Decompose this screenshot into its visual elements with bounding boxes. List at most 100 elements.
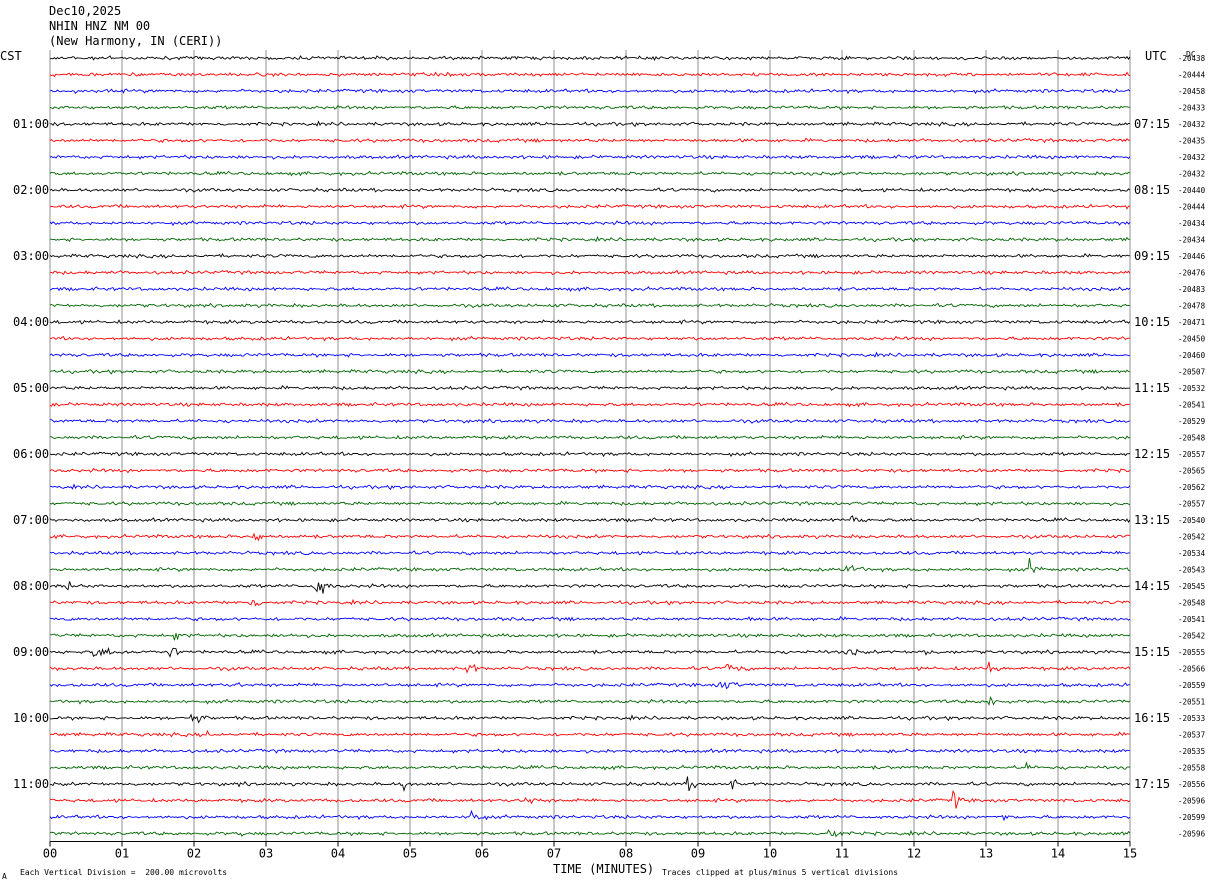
left-hour-label: 10:00 [13, 711, 49, 725]
dc-offset-label: -20559 [1178, 681, 1205, 690]
dc-offset-label: -20444 [1178, 71, 1206, 80]
dc-offset-label: -20537 [1178, 731, 1205, 740]
trace-line-39 [49, 695, 1131, 706]
trace-line-14 [49, 286, 1131, 293]
dc-offset-label: -20596 [1178, 797, 1206, 806]
dc-offset-label: -20446 [1178, 252, 1206, 261]
trace-line-8 [49, 187, 1131, 193]
dc-offset-label: -20565 [1178, 467, 1205, 476]
trace-line-34 [49, 616, 1131, 622]
trace-line-6 [49, 154, 1131, 160]
trace-line-35 [49, 632, 1131, 641]
right-hour-label: 15:15 [1134, 645, 1170, 659]
station-location: (New Harmony, IN (CERI)) [49, 34, 223, 48]
dc-offset-label: -20434 [1178, 219, 1206, 228]
dc-offset-label: -20557 [1178, 450, 1205, 459]
dc-offset-label: -20532 [1178, 384, 1205, 393]
trace-line-1 [49, 71, 1131, 78]
trace-line-18 [49, 351, 1131, 358]
trace-line-24 [49, 451, 1131, 458]
left-hour-label: 03:00 [13, 249, 49, 263]
trace-line-27 [49, 500, 1131, 507]
x-tick-label: 03 [259, 847, 273, 861]
dc-offset-label: -20555 [1178, 648, 1205, 657]
trace-line-4 [49, 120, 1131, 128]
trace-line-2 [49, 88, 1131, 95]
trace-line-15 [49, 302, 1131, 309]
x-tick-label: 09 [691, 847, 705, 861]
seismic-traces [49, 55, 1131, 838]
trace-line-16 [49, 319, 1131, 325]
trace-line-9 [49, 203, 1130, 210]
x-tick-label: 00 [43, 847, 57, 861]
trace-line-17 [49, 335, 1131, 342]
dc-offset-label: -20540 [1178, 516, 1206, 525]
x-tick-label: 01 [115, 847, 129, 861]
dc-offset-label: -20432 [1178, 153, 1205, 162]
x-axis-title: TIME (MINUTES) [553, 862, 655, 876]
trace-line-20 [49, 385, 1131, 391]
right-hour-label: 07:15 [1134, 117, 1170, 131]
trace-line-30 [49, 550, 1131, 556]
plot-date: Dec10,2025 [49, 4, 122, 18]
trace-line-7 [49, 170, 1131, 177]
left-hour-label: 07:00 [13, 513, 49, 527]
trace-line-42 [49, 748, 1131, 754]
trace-line-41 [49, 729, 1131, 738]
trace-line-19 [49, 368, 1131, 375]
right-hour-label: 14:15 [1134, 579, 1170, 593]
dc-offset-label: -20596 [1178, 830, 1206, 839]
x-tick-label: 05 [403, 847, 417, 861]
dc-offset-label: -20460 [1178, 351, 1206, 360]
dc-offset-label: -20444 [1178, 203, 1206, 212]
x-tick-label: 02 [187, 847, 201, 861]
trace-line-3 [49, 104, 1131, 111]
trace-line-13 [49, 269, 1131, 276]
x-tick-label: 13 [979, 847, 993, 861]
trace-line-21 [49, 401, 1131, 408]
x-tick-label: 14 [1051, 847, 1065, 861]
right-timezone-label: UTC [1145, 49, 1167, 63]
dc-offset-label: -20542 [1178, 533, 1205, 542]
right-hour-label: 08:15 [1134, 183, 1170, 197]
dc-offset-label: -20529 [1178, 417, 1205, 426]
dc-offset-label: -20458 [1178, 87, 1206, 96]
trace-line-31 [49, 558, 1131, 574]
trace-line-25 [49, 467, 1131, 474]
dc-offset-label: -20545 [1178, 582, 1205, 591]
trace-line-45 [49, 789, 1131, 809]
dc-offset-label: -20478 [1178, 302, 1206, 311]
trace-line-22 [50, 418, 1131, 424]
trace-line-26 [49, 483, 1131, 491]
dc-offset-label: -20535 [1178, 747, 1205, 756]
x-tick-label: 04 [331, 847, 345, 861]
dc-offset-label: -20556 [1178, 780, 1206, 789]
right-hour-label: 09:15 [1134, 249, 1170, 263]
trace-line-43 [49, 761, 1131, 771]
dc-offset-label: -20562 [1178, 483, 1205, 492]
right-hour-label: 12:15 [1134, 447, 1170, 461]
dc-offset-header: DC [1186, 50, 1196, 59]
dc-offset-label: -20432 [1178, 170, 1205, 179]
dc-offset-label: -20543 [1178, 566, 1205, 575]
trace-line-38 [49, 681, 1131, 690]
trace-line-0 [49, 55, 1131, 62]
chart-grid [49, 50, 1131, 847]
left-hour-label: 05:00 [13, 381, 49, 395]
dc-offset-label: -20548 [1178, 434, 1206, 443]
dc-offset-label: -20450 [1178, 335, 1206, 344]
dc-offset-label: -20533 [1178, 714, 1205, 723]
dc-offset-label: -20557 [1178, 500, 1205, 509]
clip-note: Traces clipped at plus/minus 5 vertical … [662, 868, 899, 877]
trace-line-46 [49, 809, 1131, 822]
left-hour-label: 08:00 [13, 579, 49, 593]
dc-offset-label: -20566 [1178, 665, 1206, 674]
trace-line-29 [49, 532, 1131, 542]
axis-labels: 00 01 02 03 04 05 06 07 08 09 10 11 12 13 14 15 -20438 -2… [13, 54, 1206, 861]
x-tick-label: 11 [835, 847, 849, 861]
dc-offset-label: -20507 [1178, 368, 1205, 377]
trace-line-40 [49, 713, 1131, 724]
trace-line-23 [50, 434, 1131, 441]
x-tick-label: 10 [763, 847, 777, 861]
right-hour-label: 11:15 [1134, 381, 1170, 395]
